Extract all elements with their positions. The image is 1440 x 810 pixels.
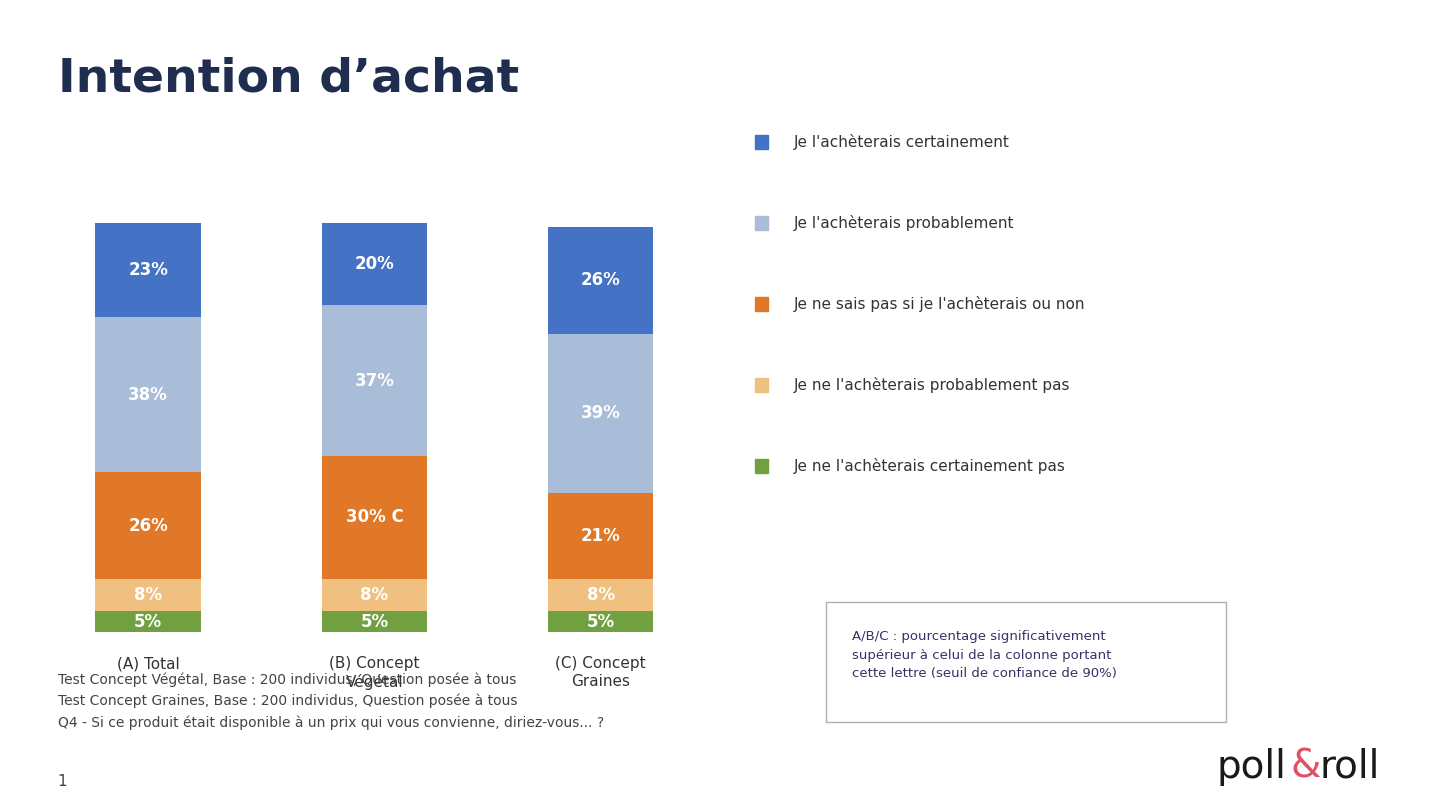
Text: Je l'achèterais probablement: Je l'achèterais probablement <box>795 215 1015 231</box>
Bar <box>321 456 428 578</box>
Text: 8%: 8% <box>134 586 163 604</box>
Bar <box>321 224 428 305</box>
Text: Intention d’achat: Intention d’achat <box>58 57 518 102</box>
Bar <box>547 228 654 334</box>
Text: 5%: 5% <box>134 612 163 631</box>
Text: 26%: 26% <box>128 517 168 535</box>
Bar <box>95 472 202 578</box>
Bar <box>755 458 768 473</box>
Text: 20%: 20% <box>354 255 395 273</box>
Text: &: & <box>1290 748 1320 786</box>
Bar <box>321 578 428 612</box>
Text: 21%: 21% <box>580 526 621 545</box>
Text: 39%: 39% <box>580 404 621 422</box>
Text: 26%: 26% <box>580 271 621 289</box>
Text: Je l'achèterais certainement: Je l'achèterais certainement <box>795 134 1009 150</box>
Bar <box>321 612 428 632</box>
Bar <box>547 612 654 632</box>
Text: 1: 1 <box>58 774 68 789</box>
Text: A/B/C : pourcentage significativement
supérieur à celui de la colonne portant
ce: A/B/C : pourcentage significativement su… <box>852 630 1116 680</box>
Bar <box>755 296 768 311</box>
Text: 30% C: 30% C <box>346 509 403 526</box>
Bar <box>755 377 768 392</box>
Bar <box>755 134 768 149</box>
Text: 8%: 8% <box>586 586 615 604</box>
Text: (C) Concept
Graines: (C) Concept Graines <box>556 656 647 688</box>
Text: 38%: 38% <box>128 386 168 404</box>
Bar <box>95 318 202 472</box>
Text: 37%: 37% <box>354 372 395 390</box>
Text: poll: poll <box>1217 748 1287 786</box>
Text: 5%: 5% <box>360 612 389 631</box>
Text: Test Concept Végétal, Base : 200 individus, Question posée à tous
Test Concept G: Test Concept Végétal, Base : 200 individ… <box>58 672 603 730</box>
Text: Je ne sais pas si je l'achèterais ou non: Je ne sais pas si je l'achèterais ou non <box>795 296 1086 312</box>
Text: (B) Concept
Végétal: (B) Concept Végétal <box>330 656 419 690</box>
Text: 8%: 8% <box>360 586 389 604</box>
Text: (A) Total: (A) Total <box>117 656 180 671</box>
Bar <box>95 612 202 632</box>
Bar <box>321 305 428 456</box>
Text: roll: roll <box>1319 748 1380 786</box>
Text: Je ne l'achèterais certainement pas: Je ne l'achèterais certainement pas <box>795 458 1066 474</box>
Bar <box>95 578 202 612</box>
Text: 5%: 5% <box>586 612 615 631</box>
Bar <box>547 493 654 578</box>
Bar <box>547 578 654 612</box>
Bar <box>547 334 654 493</box>
Bar <box>755 215 768 230</box>
FancyBboxPatch shape <box>827 602 1225 723</box>
Text: Je ne l'achèterais probablement pas: Je ne l'achèterais probablement pas <box>795 377 1071 393</box>
Text: 23%: 23% <box>128 262 168 279</box>
Bar <box>95 224 202 318</box>
